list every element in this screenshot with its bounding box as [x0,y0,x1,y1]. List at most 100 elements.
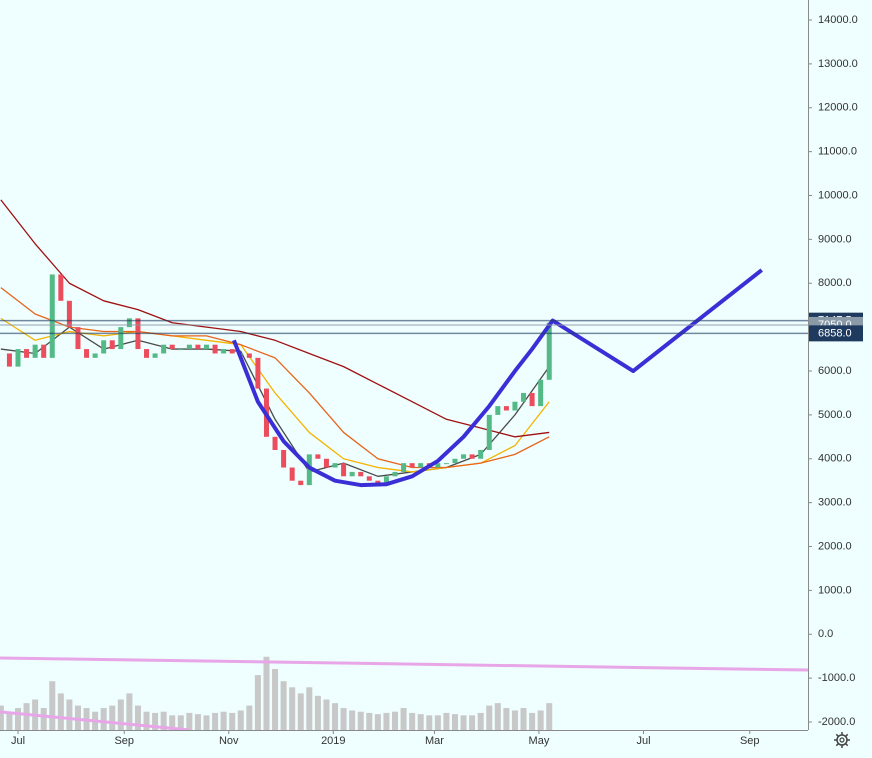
candle [452,458,458,464]
moving-average [0,199,550,438]
x-tick-label: Mar [425,735,444,747]
volume-bar [392,711,399,730]
volume-bar [494,703,501,730]
x-tick-label: Sep [114,735,134,747]
candle [221,349,227,354]
y-tick-label: 6000.0 [818,365,852,377]
candle [169,344,175,350]
candle [409,463,415,468]
y-tick-label: 10000.0 [818,189,858,201]
volume-bar [74,705,81,730]
volume-bar [340,708,347,730]
candle [478,449,484,459]
volume-bar [520,708,527,730]
candle [49,274,55,358]
volume-bar [374,714,381,730]
volume-bar [434,715,441,730]
candle [126,318,132,328]
y-tick-label: 1000.0 [818,584,852,596]
candle [195,344,201,350]
candle [315,454,321,459]
y-tick-label: 8000.0 [818,277,852,289]
candle [272,436,278,450]
y-tick-label: 3000.0 [818,497,852,509]
y-tick-label: 2000.0 [818,540,852,552]
trend-drawing [232,268,763,488]
candle [349,471,355,477]
volume-bar [469,715,476,730]
volume-bar [220,711,227,730]
candle [118,327,124,350]
volume-bar [237,710,244,730]
candle [512,401,518,411]
volume-bar [409,712,416,730]
volume-bar [126,693,133,730]
candle [281,449,287,468]
volume-bar [280,681,287,730]
candle [461,454,467,459]
candle [203,344,209,350]
volume-bar [194,714,201,730]
volume-bar [323,699,330,730]
candle [383,476,389,486]
y-tick-label: -2000.0 [818,716,855,728]
x-tick-label: May [529,735,550,747]
volume-bar [229,712,236,730]
candle [486,414,492,450]
settings-icon[interactable] [834,732,850,748]
candle [323,458,329,468]
y-tick-label: 4000.0 [818,453,852,465]
volume-bar [212,712,219,730]
trend-drawing [0,656,808,672]
volume-bar [246,705,253,730]
volume-bar [0,705,4,730]
volume-bar [537,710,544,730]
volume-bar [143,711,150,730]
price-tag-label: 6858.0 [818,327,852,339]
price-tag [809,325,863,342]
candle [84,349,90,358]
volume-bar [314,695,321,730]
candle [521,392,527,402]
volume-bar [263,656,270,730]
plot-area [0,199,808,730]
candle [401,463,407,472]
candle [289,467,295,481]
volume-bar [486,705,493,730]
candle [6,353,12,367]
volume-bar [400,708,407,730]
volume-bar [23,703,30,730]
volume-bar [349,710,356,730]
candle [144,349,150,358]
candle [538,379,544,407]
candle [178,349,184,351]
candle [32,344,38,358]
candle [503,406,509,411]
candle [341,463,347,477]
x-tick-label: Jul [11,735,25,747]
volume-bar [177,715,184,730]
candle [229,349,235,354]
candle [15,349,21,367]
candle [186,344,192,350]
volume-bar [297,693,304,730]
candle [443,463,449,465]
moving-average [0,287,550,469]
volume-bar [186,712,193,730]
candle [58,274,64,301]
volume-bar [426,715,433,730]
y-tick-label: 14000.0 [818,14,858,26]
candle [435,463,441,468]
trend-drawing [0,710,190,730]
volume-bar [460,715,467,730]
volume-bar [57,693,64,730]
candle [101,340,107,354]
x-tick-label: Sep [740,735,760,747]
candle [469,454,475,459]
volume-bar [383,712,390,730]
candle [246,353,252,358]
x-tick-label: Nov [219,735,239,747]
volume-bar [451,714,458,730]
x-tick-label: 2019 [321,735,345,747]
